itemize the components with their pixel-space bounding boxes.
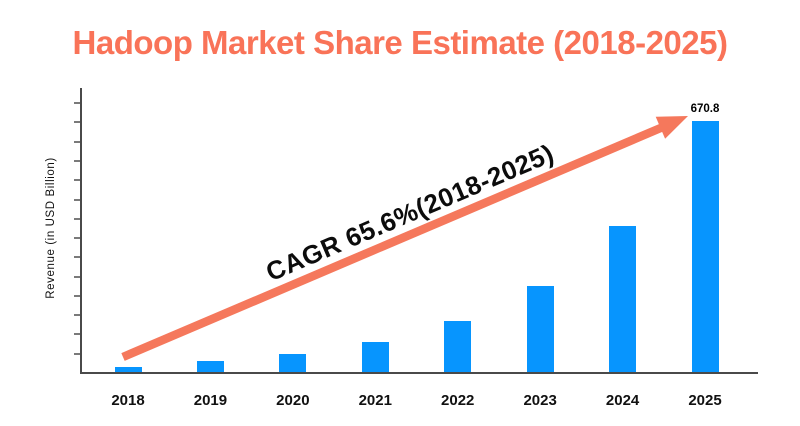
x-tick-label-2019: 2019 [193, 392, 228, 409]
bar-2024 [609, 226, 637, 372]
x-tick-label-2025: 2025 [688, 392, 722, 409]
y-axis-tick [74, 179, 80, 181]
bar-2019 [196, 361, 224, 372]
bar-2022 [444, 321, 472, 372]
bar-2025 [691, 121, 719, 372]
x-tick-label-2024: 2024 [605, 392, 640, 409]
x-tick-label-2021: 2021 [358, 392, 392, 409]
y-axis-tick [74, 218, 80, 220]
cagr-annotation: CAGR 65.6%(2018-2025) [261, 137, 559, 288]
x-tick-label-2022: 2022 [441, 392, 475, 409]
y-axis-tick [74, 276, 80, 278]
y-axis-tick [74, 160, 80, 162]
bar-value-label-2025: 670.8 [690, 103, 720, 115]
y-axis-tick [74, 237, 80, 239]
y-axis-tick [74, 295, 80, 297]
y-axis-tick [74, 102, 80, 104]
y-axis-tick [74, 199, 80, 201]
bar-2018 [114, 367, 142, 372]
x-tick-label-2018: 2018 [111, 392, 145, 409]
y-axis-tick [74, 314, 80, 316]
y-axis-tick [74, 333, 80, 335]
x-tick-label-2023: 2023 [523, 392, 557, 409]
x-axis-line [80, 372, 758, 374]
y-axis-tick [74, 121, 80, 123]
trend-arrow-head [655, 116, 688, 139]
chart-title: Hadoop Market Share Estimate (2018-2025) [72, 24, 728, 61]
y-axis-tick [74, 141, 80, 143]
trend-arrow-shaft [121, 123, 665, 361]
y-axis-line [80, 88, 82, 374]
y-axis-tick [74, 353, 80, 355]
bar-2023 [526, 286, 554, 372]
bar-2021 [361, 342, 389, 372]
x-tick-label-2020: 2020 [276, 392, 310, 409]
bar-2020 [279, 354, 307, 372]
y-axis-tick [74, 256, 80, 258]
y-axis-label: Revenue (in USD Billion) [45, 157, 57, 299]
